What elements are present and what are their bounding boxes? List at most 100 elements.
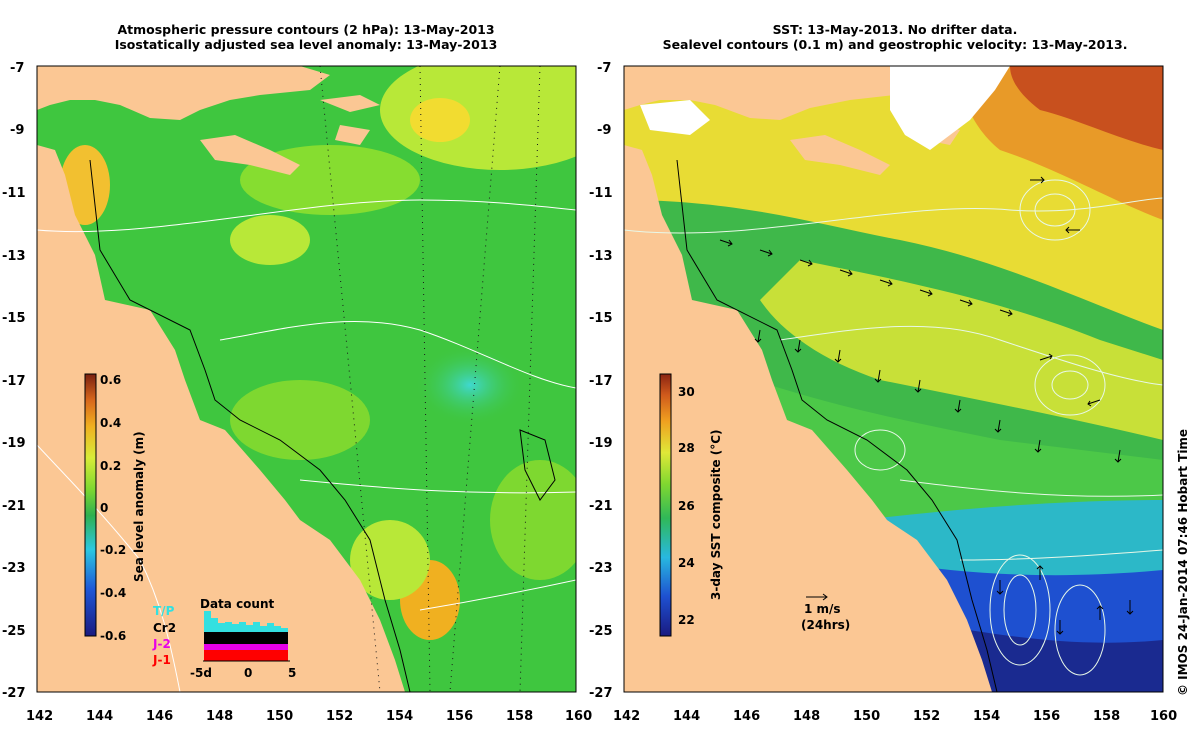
y-tick: -27 (2, 686, 26, 701)
y-tick: -13 (2, 249, 26, 264)
pressure-contour (37, 444, 181, 692)
left-y-axis: -7 -9 -11 -13 -15 -17 -19 -21 -23 -25 -2… (2, 61, 26, 701)
y-tick: -21 (2, 499, 26, 514)
y-tick: -11 (589, 186, 613, 201)
sla-patch (410, 98, 470, 142)
data-count-inset: Data count -5d 0 5 T/P Cr2 J-2 J-1 (152, 597, 296, 680)
x-tick: 146 (733, 709, 760, 724)
data-count-axis-tick: -5d (190, 666, 212, 680)
pressure-contour (299, 479, 576, 494)
y-tick: -13 (589, 249, 613, 264)
sealevel-contours (624, 179, 1163, 676)
x-tick: 142 (613, 709, 640, 724)
y-tick: -19 (589, 436, 613, 451)
right-title-line2: Sealevel contours (0.1 m) and geostrophi… (662, 37, 1128, 52)
sla-tick: 0.4 (100, 416, 121, 430)
right-land-png (624, 66, 920, 120)
sst-band-yellow (760, 260, 1163, 440)
sla-tick: -0.4 (100, 586, 126, 600)
sla-patch (490, 460, 576, 580)
y-tick: -23 (589, 561, 613, 576)
x-tick: 144 (86, 709, 113, 724)
left-land-australia (37, 145, 405, 692)
right-map (624, 66, 1163, 692)
sst-colorbar-label: 3-day SST composite (°C) (709, 429, 723, 600)
x-tick: 158 (1093, 709, 1120, 724)
y-tick: -9 (10, 123, 24, 138)
data-count-axis-tick: 5 (288, 666, 296, 680)
reef-outline (89, 159, 411, 692)
x-tick: 154 (386, 709, 413, 724)
left-title-line2: Isostatically adjusted sea level anomaly… (114, 37, 498, 52)
satellite-label-j1: J-1 (152, 653, 171, 667)
y-tick: -25 (2, 624, 26, 639)
sla-patch (230, 380, 370, 460)
cloud-mask (640, 100, 710, 135)
sla-patch (380, 66, 576, 170)
y-tick: -21 (589, 499, 613, 514)
y-tick: -7 (597, 61, 611, 76)
x-tick: 156 (446, 709, 473, 724)
x-tick: 158 (506, 709, 533, 724)
reef-outline (519, 429, 556, 501)
sla-colorbar (84, 373, 97, 637)
right-y-axis: -7 -9 -11 -13 -15 -17 -19 -21 -23 -25 -2… (589, 61, 613, 701)
y-tick: -27 (589, 686, 613, 701)
sla-cold-eddy (415, 345, 525, 425)
x-tick: 146 (146, 709, 173, 724)
pressure-contour (37, 199, 576, 233)
sla-colorbar-label: Sea level anomaly (m) (132, 431, 146, 582)
y-tick: -25 (589, 624, 613, 639)
sst-colorbar (659, 373, 672, 637)
y-tick: -17 (589, 374, 613, 389)
left-x-axis: 142 144 146 148 150 152 154 156 158 160 (26, 709, 592, 724)
reef-outline-right (676, 159, 998, 692)
pressure-contour (219, 320, 576, 389)
velocity-legend: 1 m/s (24hrs) (801, 593, 850, 632)
y-tick: -15 (2, 311, 26, 326)
sst-hot-red (1010, 66, 1163, 150)
satellite-label-cr2: Cr2 (153, 621, 176, 635)
data-count-axis-tick: 0 (244, 666, 252, 680)
y-tick: -17 (2, 374, 26, 389)
right-x-axis: 142 144 146 148 150 152 154 156 158 160 (613, 709, 1177, 724)
left-map-frame (36, 65, 577, 693)
imos-credit: © IMOS 24-Jan-2014 07:46 Hobart Time (1176, 428, 1190, 696)
sla-tick: 0.6 (100, 373, 121, 387)
geostrophic-velocity-vectors (719, 176, 1134, 635)
velocity-legend-line2: (24hrs) (801, 618, 850, 632)
sst-tick: 28 (678, 441, 695, 455)
cloud-mask (890, 66, 1010, 150)
right-map-frame (623, 65, 1164, 693)
sst-colorbar-ticks: 30 28 26 24 22 (678, 385, 695, 627)
velocity-legend-line1: 1 m/s (804, 602, 841, 616)
left-title-line1: Atmospheric pressure contours (2 hPa): 1… (117, 22, 495, 37)
left-land-islands (200, 95, 380, 175)
y-tick: -19 (2, 436, 26, 451)
sla-tick: 0.2 (100, 459, 121, 473)
x-tick: 152 (326, 709, 353, 724)
x-tick: 160 (1150, 709, 1177, 724)
pressure-contour (419, 579, 576, 611)
x-tick: 160 (565, 709, 592, 724)
sla-colorbar-ticks: 0.6 0.4 0.2 0 -0.2 -0.4 -0.6 (100, 373, 126, 643)
sla-patch (230, 215, 310, 265)
x-tick: 144 (673, 709, 700, 724)
left-land-png (37, 66, 330, 120)
sst-tick: 22 (678, 613, 695, 627)
right-land-islands (790, 125, 960, 175)
x-tick: 150 (266, 709, 293, 724)
x-tick: 156 (1033, 709, 1060, 724)
satellite-label-j2: J-2 (152, 637, 171, 651)
y-tick: -15 (589, 311, 613, 326)
sla-tick: -0.2 (100, 543, 126, 557)
y-tick: -9 (597, 123, 611, 138)
data-count-bars (204, 611, 288, 661)
right-title-line1: SST: 13-May-2013. No drifter data. (772, 22, 1018, 37)
x-tick: 148 (206, 709, 233, 724)
y-tick: -23 (2, 561, 26, 576)
left-map (37, 66, 576, 692)
right-land-australia (624, 145, 992, 692)
y-tick: -11 (2, 186, 26, 201)
